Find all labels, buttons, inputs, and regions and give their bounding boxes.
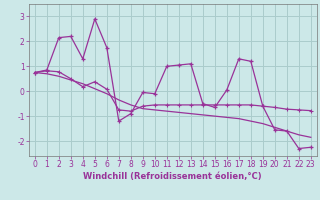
X-axis label: Windchill (Refroidissement éolien,°C): Windchill (Refroidissement éolien,°C) <box>84 172 262 181</box>
